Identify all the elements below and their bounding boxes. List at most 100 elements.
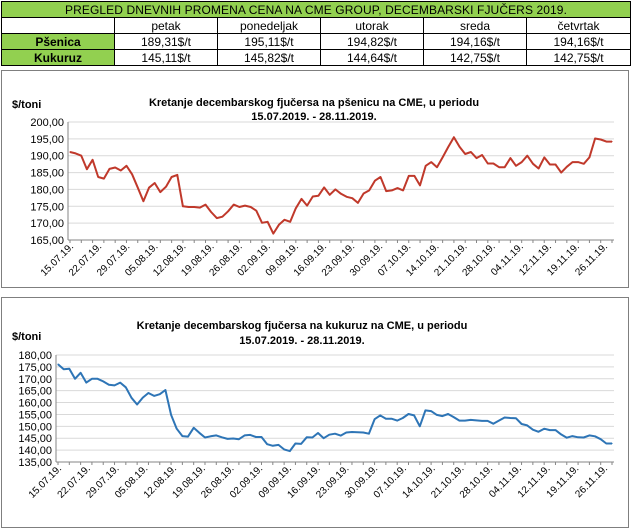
data-point [379,176,382,178]
y-tick-label: 165,00 [30,235,64,247]
x-axis-ticks: 15.07.19.22.07.19.29.07.19.05.08.19.12.0… [27,463,610,500]
data-point [278,224,280,226]
data-point [594,435,596,437]
data-point [374,180,376,182]
data-point [181,435,183,437]
data-point [221,436,223,438]
data-point [277,444,280,446]
y-unit-label: $/toni [12,99,41,111]
data-point [441,415,444,417]
data-point [588,156,591,158]
data-point [210,435,212,437]
data-point [182,205,184,207]
data-point [368,433,370,435]
y-tick-label: 170,00 [18,374,52,386]
row-label: Kukuruz [1,49,115,66]
data-point [68,368,70,370]
data-point [605,442,607,445]
data-point [470,151,472,153]
data-point [571,435,574,437]
data-point [390,418,393,420]
data-point [549,163,551,166]
data-point [408,175,410,177]
data-point [176,428,178,430]
chart-subtitle: 15.07.2019. - 28.11.2019. [251,111,376,123]
data-point [340,435,342,437]
data-point [600,138,602,141]
data-point [470,419,472,421]
data-point [243,434,246,436]
y-tick-label: 135,00 [18,457,52,469]
header-corner-cell [1,17,115,34]
data-point [323,437,325,439]
data-point [204,204,207,206]
y-tick-label: 165,00 [18,386,52,398]
y-tick-label: 180,00 [30,184,64,196]
data-point [153,395,155,397]
data-point [57,363,59,365]
data-point [588,434,590,436]
data-point [605,140,607,143]
data-point [515,165,517,167]
data-point [272,232,274,235]
series-layer [69,136,613,235]
data-point [543,428,545,430]
data-point [521,161,523,163]
data-point [458,146,461,148]
price-cell: 189,31$/t [114,33,218,50]
table-row-corn: Kukuruz 145,11$/t 145,82$/t 144,64$/t 14… [1,49,631,66]
data-point [260,436,263,438]
data-point [306,205,308,207]
data-point [86,168,88,170]
data-point [538,167,540,170]
y-tick-label: 155,00 [18,409,52,421]
y-tick-label: 145,00 [18,433,52,445]
data-point [520,423,523,425]
data-point [103,178,105,180]
y-tick-label: 190,00 [30,151,64,163]
data-point [379,414,381,416]
header-day: utorak [320,17,424,34]
data-point [80,372,82,374]
price-cell: 194,16$/t [525,33,631,50]
price-cell: 194,16$/t [423,33,527,50]
axes [55,355,614,465]
table-title: PREGLED DNEVNIH PROMENA CENA NA CME GROU… [0,1,631,18]
data-point [130,397,133,399]
data-point [187,206,190,208]
data-point [481,420,483,422]
y-axis-ticks: 135,00140,00145,00150,00155,00160,00165,… [18,350,52,469]
price-cell: 142,75$/t [525,49,631,66]
data-point [171,176,173,178]
data-point [187,435,189,438]
data-point [289,450,291,452]
data-point [334,433,336,435]
x-axis-ticks: 15.07.19.22.07.19.29.07.19.05.08.19.12.0… [39,241,610,278]
data-point [373,418,376,420]
data-point [611,140,613,143]
data-point [611,442,613,445]
data-point [340,193,342,195]
data-point [464,420,466,422]
data-point [329,194,331,196]
data-point [142,396,144,399]
data-point [453,136,455,138]
data-point [102,380,104,382]
data-point [193,427,195,429]
y-tick-label: 175,00 [30,201,64,213]
data-point [75,152,77,154]
data-point [267,221,269,223]
data-point [537,431,540,433]
data-point [232,437,234,440]
data-point [532,163,534,165]
data-point [402,189,404,192]
data-point [368,189,370,192]
data-point [137,187,139,189]
y-tick-label: 160,00 [18,398,52,410]
data-point [215,434,217,436]
y-tick-label: 150,00 [18,421,52,433]
data-point [498,166,500,168]
data-point [492,162,495,165]
data-point [255,210,257,212]
data-point [560,433,562,436]
